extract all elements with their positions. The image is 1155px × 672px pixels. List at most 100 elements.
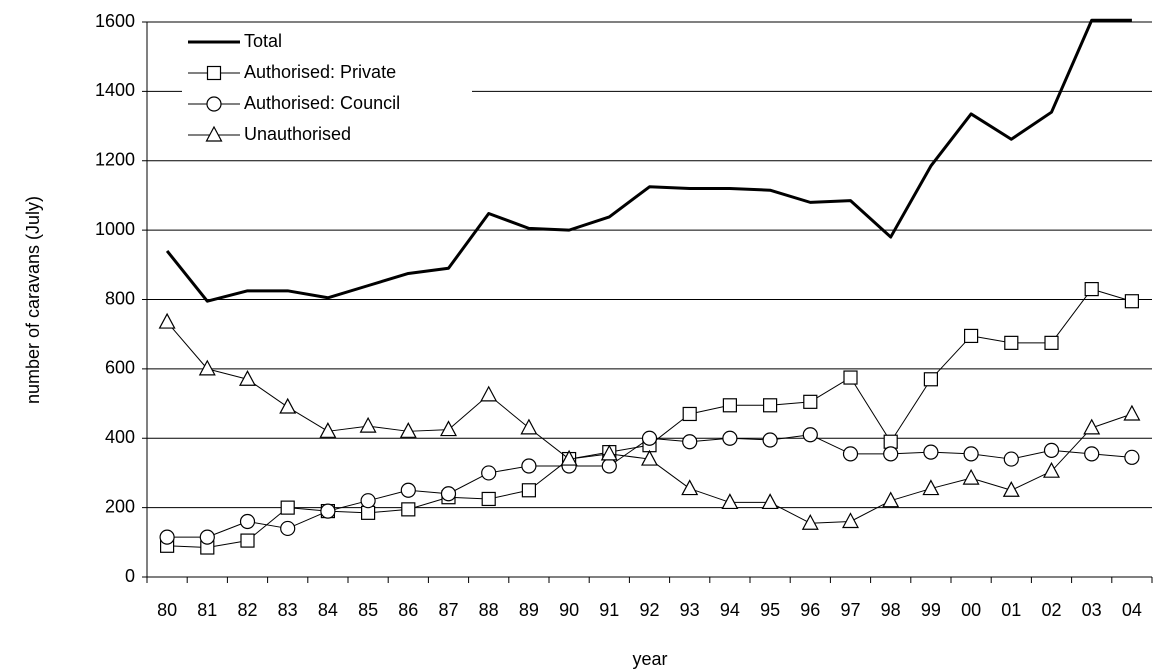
marker: [883, 446, 899, 462]
marker: [641, 430, 658, 446]
marker: [158, 312, 176, 329]
x-tick-label: 92: [639, 600, 659, 620]
x-tick-label: 02: [1041, 600, 1061, 620]
marker: [600, 444, 618, 461]
y-tick-label: 400: [105, 427, 135, 447]
x-tick-label: 97: [840, 600, 860, 620]
y-tick-label: 800: [105, 288, 135, 308]
x-tick-label: 84: [318, 600, 338, 620]
marker: [1002, 481, 1020, 497]
marker: [481, 491, 496, 507]
x-tick-label: 03: [1082, 600, 1102, 620]
x-tick-label: 95: [760, 600, 780, 620]
x-tick-label: 98: [881, 600, 901, 620]
marker: [1042, 461, 1061, 478]
marker: [359, 416, 377, 433]
marker: [240, 533, 255, 548]
marker: [681, 479, 699, 496]
marker: [400, 482, 416, 498]
y-tick-label: 200: [105, 496, 135, 516]
legend-label: Authorised: Council: [244, 93, 400, 113]
marker: [1044, 335, 1059, 350]
marker: [1043, 442, 1060, 458]
y-tick-label: 1000: [95, 219, 135, 239]
x-tick-label: 88: [479, 600, 499, 620]
marker: [239, 513, 256, 530]
marker: [1084, 446, 1100, 462]
series-line: [166, 321, 1133, 524]
marker: [1083, 418, 1101, 435]
x-tick-label: 94: [720, 600, 740, 620]
x-tick-label: 04: [1122, 600, 1142, 620]
marker: [401, 502, 416, 517]
x-tick-label: 91: [599, 600, 619, 620]
marker: [762, 432, 778, 448]
legend-label: Unauthorised: [244, 124, 351, 144]
x-tick-label: 85: [358, 600, 378, 620]
marker: [682, 406, 697, 422]
marker: [206, 65, 222, 81]
marker: [963, 446, 979, 462]
marker: [399, 422, 417, 438]
marker: [722, 430, 738, 446]
marker: [560, 449, 578, 466]
marker: [601, 458, 617, 474]
y-tick-label: 1600: [95, 11, 135, 31]
x-tick-label: 87: [438, 600, 458, 620]
marker: [962, 468, 980, 485]
x-tick-label: 83: [278, 600, 298, 620]
marker: [922, 479, 940, 496]
marker: [480, 385, 498, 402]
marker: [320, 503, 336, 519]
marker: [159, 529, 175, 545]
y-tick-label: 1400: [95, 80, 135, 100]
marker: [1004, 335, 1019, 350]
series-line: [165, 18, 1132, 303]
marker: [1123, 404, 1141, 421]
marker: [1124, 449, 1140, 465]
x-tick-label: 81: [197, 600, 217, 620]
marker: [640, 449, 659, 466]
marker: [481, 465, 497, 481]
x-tick-label: 86: [398, 600, 418, 620]
marker: [923, 372, 939, 387]
x-axis-label: year: [632, 649, 667, 669]
x-tick-label: 82: [237, 600, 257, 620]
x-tick-label: 00: [961, 600, 981, 620]
marker: [521, 483, 537, 498]
marker: [205, 125, 223, 142]
marker: [843, 370, 858, 385]
legend-label: Total: [244, 31, 282, 51]
marker: [1003, 451, 1019, 467]
marker: [439, 420, 458, 437]
x-tick-label: 99: [921, 600, 941, 620]
marker: [802, 427, 818, 443]
y-tick-label: 0: [125, 566, 135, 586]
marker: [440, 486, 457, 502]
marker: [520, 418, 538, 435]
marker: [882, 491, 900, 508]
marker: [803, 394, 818, 409]
marker: [762, 398, 778, 413]
marker: [319, 422, 337, 438]
x-tick-label: 89: [519, 600, 539, 620]
y-tick-label: 1200: [95, 150, 135, 170]
marker: [721, 493, 739, 510]
marker: [199, 529, 215, 545]
x-tick-label: 93: [680, 600, 700, 620]
x-tick-label: 80: [157, 600, 177, 620]
x-tick-label: 01: [1001, 600, 1021, 620]
marker: [198, 359, 216, 376]
marker: [279, 397, 297, 414]
marker: [206, 96, 222, 112]
marker: [722, 398, 738, 413]
marker: [841, 512, 860, 529]
legend-box: [182, 26, 472, 154]
marker: [761, 493, 779, 510]
marker: [801, 513, 819, 530]
x-tick-label: 90: [559, 600, 579, 620]
marker: [682, 434, 698, 450]
marker: [1124, 294, 1140, 309]
